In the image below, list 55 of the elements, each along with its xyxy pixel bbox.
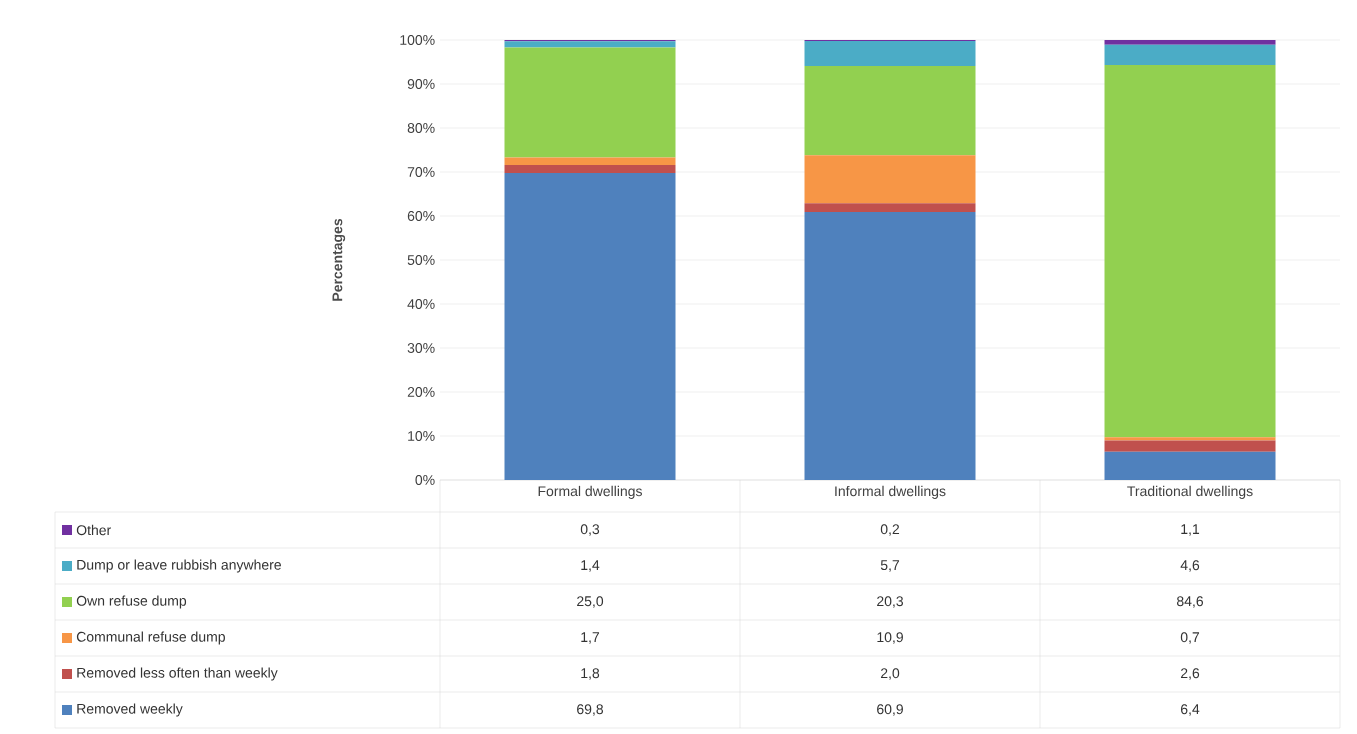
bar: [504, 157, 676, 165]
legend-label: Own refuse dump: [76, 595, 187, 609]
data-label: 4,6: [1180, 560, 1200, 572]
y-tick-label: 10%: [408, 431, 435, 441]
data-label: 10,9: [877, 632, 903, 644]
x-tick-label: Formal dwellings: [538, 485, 642, 499]
legend-label: Removed less often than weekly: [77, 667, 278, 681]
data-label: 2,6: [1180, 668, 1200, 680]
data-label: 0,7: [1180, 632, 1200, 644]
bar: [1104, 65, 1276, 438]
bar: [1104, 40, 1276, 45]
y-tick-label: 50%: [407, 255, 435, 265]
bar: [804, 203, 976, 213]
data-label: 6,4: [1180, 704, 1200, 716]
bar: [1104, 440, 1276, 452]
legend-label: Dump or leave rubbish anywhere: [77, 559, 281, 573]
data-label: 20,3: [877, 596, 904, 608]
bar: [804, 212, 976, 480]
bar: [804, 65, 976, 156]
data-label: 60,9: [877, 704, 903, 716]
bar: [1104, 44, 1276, 66]
bar: [504, 172, 676, 480]
y-tick-label: 40%: [407, 299, 435, 309]
x-tick-label: Traditional dwellings: [1127, 485, 1253, 499]
x-tick-label: Informal dwellings: [835, 485, 946, 499]
y-tick-label: 80%: [407, 123, 435, 133]
y-tick-label: 70%: [407, 167, 435, 177]
y-tick-label: 60%: [407, 211, 435, 221]
y-axis-title: Percentages: [332, 218, 346, 301]
data-label: 0,2: [880, 524, 900, 536]
legend-label: Communal refuse dump: [76, 631, 225, 645]
y-tick-label: 30%: [407, 343, 435, 353]
data-label: 0,3: [580, 524, 600, 536]
y-tick-label: 90%: [407, 79, 435, 89]
data-label: 25,0: [577, 596, 604, 608]
legend-label: Removed weekly: [77, 703, 183, 717]
data-label: 1,8: [581, 668, 600, 680]
data-label: 1,1: [1181, 524, 1200, 536]
bar: [804, 155, 976, 204]
y-tick-label: 100%: [400, 35, 435, 45]
y-tick-label: 0%: [415, 475, 435, 485]
data-label: 84,6: [1177, 596, 1204, 608]
bar: [504, 47, 676, 158]
bar: [1104, 451, 1276, 480]
data-label: 5,7: [880, 560, 900, 572]
data-label: 1,7: [581, 632, 600, 644]
data-label: 1,4: [581, 560, 600, 572]
bar: [504, 164, 676, 173]
bar: [504, 41, 676, 48]
bar: [1104, 437, 1276, 441]
y-tick-label: 20%: [407, 387, 435, 397]
data-label: 69,8: [577, 704, 604, 716]
bar: [804, 40, 976, 66]
data-label: 2,0: [880, 668, 900, 680]
legend-label: Other: [76, 524, 111, 536]
